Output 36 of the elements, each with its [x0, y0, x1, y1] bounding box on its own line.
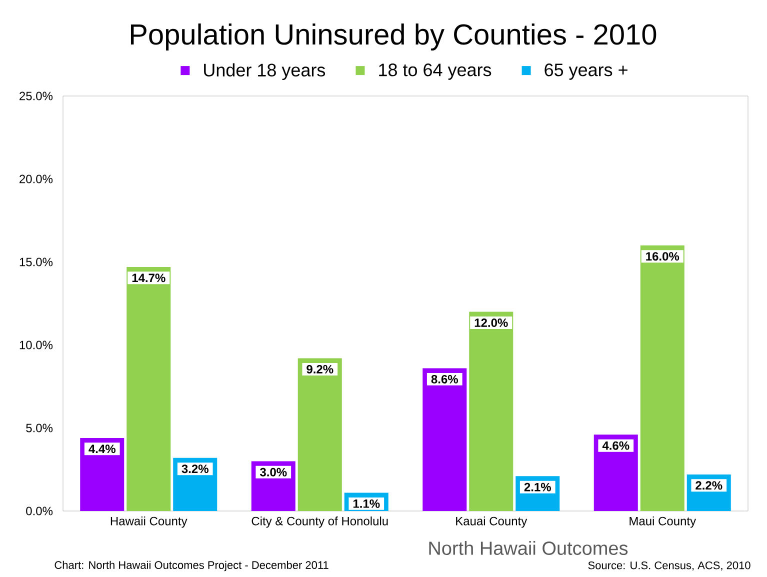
bar [594, 434, 638, 511]
legend-label: 18 to 64 years [379, 64, 492, 80]
x-tick-label: Maui County [630, 516, 696, 528]
y-tick-label: 15.0% [20, 258, 53, 266]
data-label: 1.1% [353, 499, 380, 508]
source-note: Source: U.S. Census, ACS, 2010 [588, 561, 750, 571]
legend-label: 65 years + [544, 64, 628, 80]
text: Chart: North Hawaii Outcomes Project - December 2011 [54, 560, 328, 572]
bar [80, 438, 124, 511]
bar [126, 266, 171, 511]
bar [469, 312, 514, 511]
data-label: 3.0% [260, 468, 287, 476]
data-label: 4.4% [88, 444, 116, 454]
data-label: 2.2% [696, 481, 722, 490]
bar [422, 368, 467, 511]
x-tick-label: Kauai County [456, 516, 528, 528]
text: North Hawaii Outcomes [429, 541, 628, 555]
y-tick-label: 5.0% [26, 424, 53, 432]
data-label: 16.0% [646, 252, 680, 261]
chart-title: Population Uninsured by Counties - 2010 [130, 23, 656, 51]
data-label: 9.2% [306, 364, 334, 374]
y-tick-label: 10.0% [20, 340, 53, 350]
legend-label: Under 18 years [204, 63, 326, 80]
y-tick-label: 25.0% [20, 92, 53, 100]
data-label: 8.6% [431, 374, 458, 384]
bar [298, 358, 342, 511]
bar [640, 245, 684, 511]
data-label: 4.6% [602, 441, 630, 450]
data-label: 3.2% [182, 464, 208, 474]
y-tick-label: 20.0% [20, 174, 53, 184]
data-label: 14.7% [132, 274, 166, 282]
data-label: 12.0% [474, 318, 508, 327]
x-tick-label: Hawaii County [110, 516, 188, 528]
data-label: 2.1% [524, 482, 551, 492]
y-tick-label: 0.0% [26, 506, 53, 516]
x-tick-label: City & County of Honolulu [252, 516, 388, 528]
